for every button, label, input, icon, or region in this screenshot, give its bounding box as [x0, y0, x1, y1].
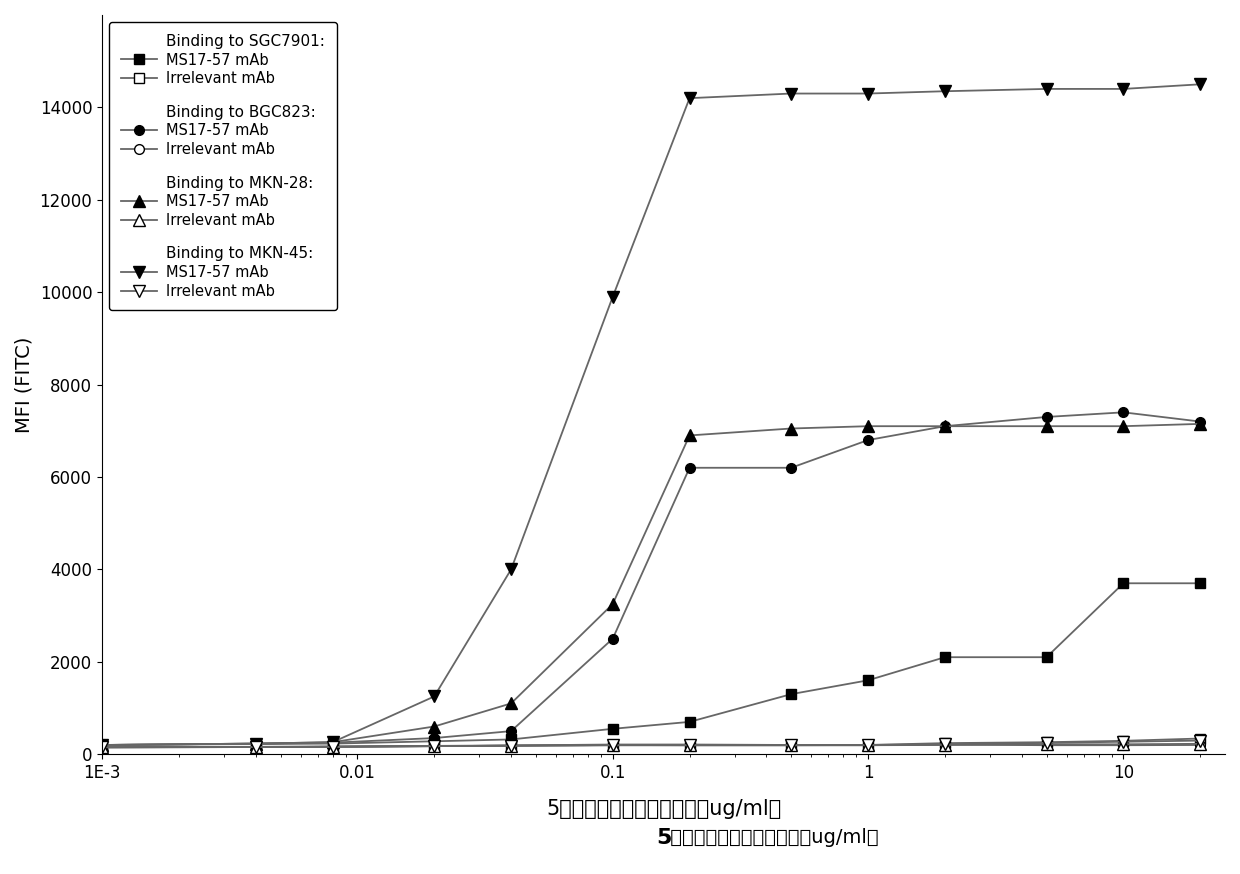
Text: 5: 5 — [656, 829, 671, 848]
X-axis label: 5倍系列稀释的单克隆抗体（ug/ml）: 5倍系列稀释的单克隆抗体（ug/ml） — [546, 799, 781, 819]
Legend: Binding to SGC7901:, MS17-57 mAb, Irrelevant mAb,  , Binding to BGC823:, MS17-57: Binding to SGC7901:, MS17-57 mAb, Irrele… — [109, 23, 337, 310]
Y-axis label: MFI (FITC): MFI (FITC) — [15, 336, 33, 433]
Text: 倍系列稀释的单克隆抗体（ug/ml）: 倍系列稀释的单克隆抗体（ug/ml） — [663, 829, 878, 847]
